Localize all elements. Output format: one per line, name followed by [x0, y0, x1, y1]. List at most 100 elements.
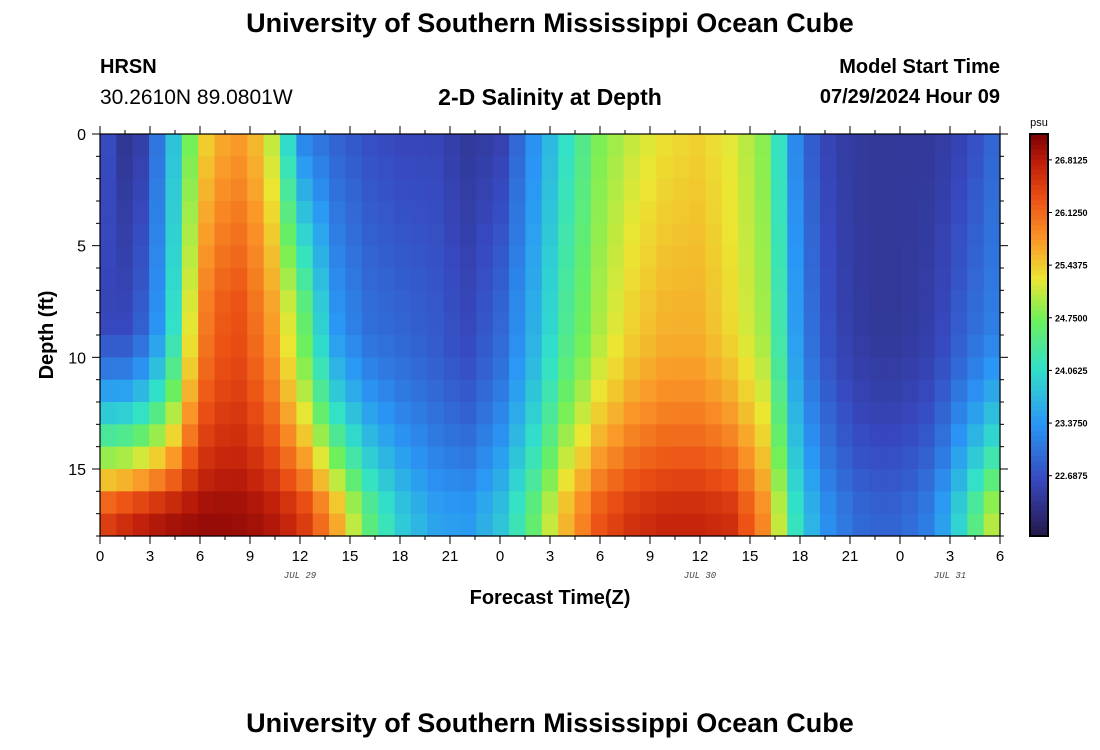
heatmap-cell	[378, 424, 396, 448]
heatmap-cell	[918, 424, 936, 448]
heatmap-cell	[689, 402, 707, 425]
heatmap-cell	[656, 513, 674, 537]
heatmap-cell	[165, 134, 183, 157]
heatmap-cell	[869, 178, 887, 202]
heatmap-cell	[607, 446, 625, 470]
heatmap-cell	[590, 491, 608, 515]
heatmap-cell	[181, 223, 199, 247]
heatmap-cell	[165, 312, 183, 336]
heatmap-cell	[116, 201, 134, 224]
colorbar-segment	[1030, 395, 1048, 401]
heatmap-cell	[558, 223, 576, 247]
heatmap-cell	[623, 201, 641, 224]
heatmap-cell	[640, 424, 657, 448]
heatmap-cell	[427, 379, 445, 403]
heatmap-cell	[754, 312, 772, 336]
heatmap-cell	[280, 245, 297, 269]
heatmap-cell	[460, 245, 477, 269]
heatmap-cell	[967, 402, 985, 425]
heatmap-cell	[836, 268, 854, 291]
heatmap-cell	[361, 156, 379, 180]
heatmap-cell	[705, 424, 723, 448]
heatmap-cell	[590, 335, 608, 358]
heatmap-cell	[770, 357, 788, 381]
heatmap-cell	[312, 134, 330, 157]
heatmap-cell	[901, 245, 919, 269]
heatmap-cell	[263, 491, 281, 515]
heatmap-cell	[132, 402, 150, 425]
heatmap-cell	[116, 290, 134, 314]
heatmap-cell	[738, 312, 756, 336]
heatmap-cell	[803, 268, 821, 291]
heatmap-cell	[280, 268, 297, 291]
colorbar-segment	[1030, 460, 1048, 467]
heatmap-cell	[689, 223, 707, 247]
colorbar-segment	[1030, 229, 1048, 236]
heatmap-cell	[361, 178, 379, 202]
heatmap-cell	[541, 469, 559, 492]
heatmap-cell	[656, 424, 674, 448]
heatmap-cell	[410, 379, 428, 403]
heatmap-cell	[558, 335, 576, 358]
heatmap-cell	[950, 268, 968, 291]
colorbar-segment	[1030, 470, 1048, 477]
heatmap-cell	[770, 491, 788, 515]
heatmap-cell	[705, 379, 723, 403]
heatmap-cell	[852, 245, 870, 269]
heatmap-cell	[852, 446, 870, 470]
heatmap-cell	[394, 357, 412, 381]
heatmap-cell	[116, 156, 134, 180]
heatmap-cell	[787, 312, 805, 336]
heatmap-cell	[247, 446, 265, 470]
heatmap-cell	[836, 491, 854, 515]
heatmap-cell	[100, 290, 117, 314]
heatmap-cell	[476, 402, 494, 425]
heatmap-cell	[214, 201, 232, 224]
heatmap-cell	[934, 446, 952, 470]
heatmap-cell	[705, 134, 723, 157]
heatmap-cell	[672, 156, 690, 180]
heatmap-cell	[247, 134, 265, 157]
heatmap-cell	[509, 178, 527, 202]
heatmap-cell	[803, 290, 821, 314]
heatmap-cell	[525, 491, 543, 515]
heatmap-cell	[198, 469, 216, 492]
heatmap-cell	[345, 201, 363, 224]
heatmap-cell	[525, 469, 543, 492]
heatmap-cell	[689, 290, 707, 314]
heatmap-cell	[394, 513, 412, 537]
heatmap-cell	[329, 312, 347, 336]
heatmap-cell	[361, 201, 379, 224]
heatmap-cell	[623, 357, 641, 381]
heatmap-cell	[247, 379, 265, 403]
heatmap-cell	[721, 223, 739, 247]
heatmap-cell	[509, 513, 527, 537]
heatmap-cell	[885, 290, 903, 314]
heatmap-cell	[165, 424, 183, 448]
heatmap-cell	[705, 312, 723, 336]
heatmap-cell	[983, 402, 1001, 425]
colorbar-segment	[1030, 380, 1048, 386]
colorbar-tick-label: 22.6875	[1055, 471, 1088, 481]
heatmap-cell	[885, 469, 903, 492]
heatmap-cell	[574, 156, 592, 180]
heatmap-cell	[901, 223, 919, 247]
heatmap-cell	[476, 513, 494, 537]
heatmap-cell	[296, 402, 314, 425]
x-tick-label: 0	[896, 548, 904, 565]
heatmap-cell	[263, 513, 281, 537]
heatmap-cell	[803, 491, 821, 515]
heatmap-cell	[885, 268, 903, 291]
heatmap-cell	[394, 290, 412, 314]
y-tick-label: 0	[77, 127, 86, 144]
heatmap-cell	[918, 491, 936, 515]
heatmap-cell	[509, 245, 527, 269]
heatmap-cell	[198, 357, 216, 381]
heatmap-cell	[230, 201, 248, 224]
colorbar-segment	[1030, 425, 1048, 432]
heatmap-cell	[198, 335, 216, 358]
heatmap-cell	[198, 223, 216, 247]
colorbar-segment	[1030, 239, 1048, 246]
heatmap-cell	[165, 178, 183, 202]
